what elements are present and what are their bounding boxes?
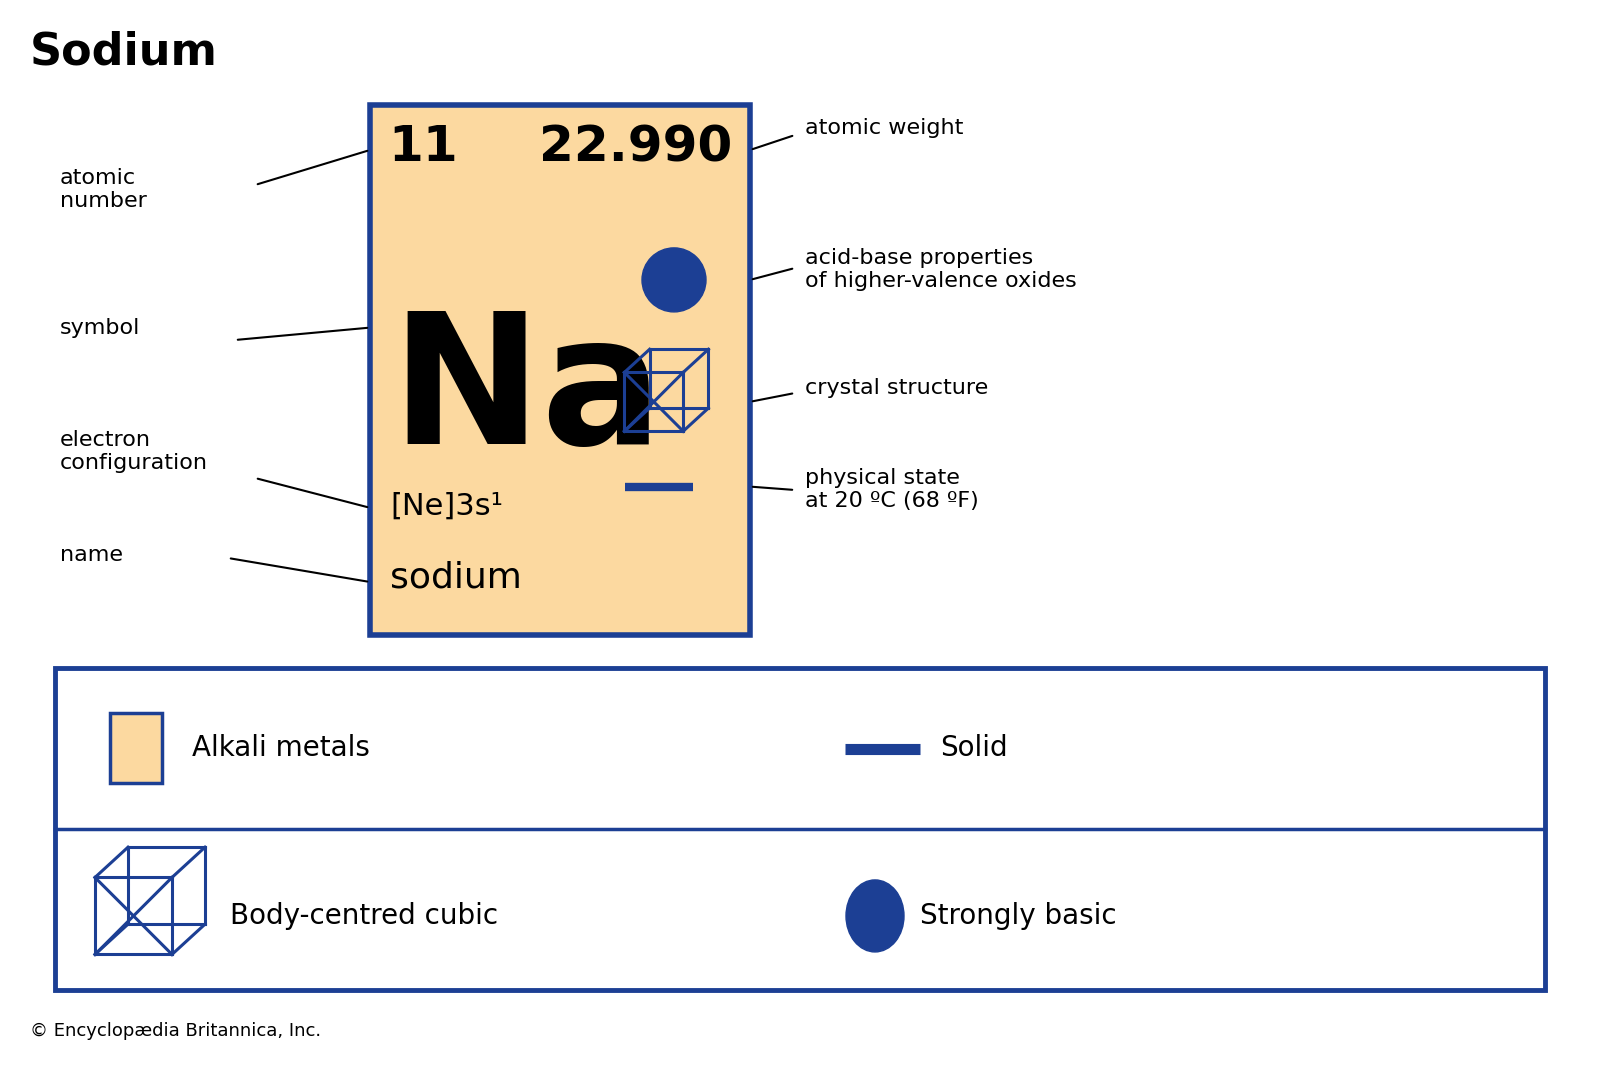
Text: © Encyclopædia Britannica, Inc.: © Encyclopædia Britannica, Inc. <box>30 1022 322 1040</box>
Text: name: name <box>61 545 123 565</box>
FancyBboxPatch shape <box>54 668 1546 990</box>
Text: 22.990: 22.990 <box>539 123 733 171</box>
Text: atomic weight: atomic weight <box>805 117 963 138</box>
Text: Alkali metals: Alkali metals <box>192 734 370 761</box>
Text: 11: 11 <box>387 123 458 171</box>
Text: Strongly basic: Strongly basic <box>920 902 1117 930</box>
Text: electron
configuration: electron configuration <box>61 430 208 473</box>
Text: Na: Na <box>390 307 662 483</box>
Text: Sodium: Sodium <box>30 31 218 74</box>
Text: atomic
number: atomic number <box>61 168 147 211</box>
Text: symbol: symbol <box>61 318 141 337</box>
Ellipse shape <box>846 880 904 952</box>
Text: acid-base properties
of higher-valence oxides: acid-base properties of higher-valence o… <box>805 248 1077 292</box>
FancyBboxPatch shape <box>370 105 750 635</box>
Text: crystal structure: crystal structure <box>805 378 989 398</box>
Text: physical state
at 20 ºC (68 ºF): physical state at 20 ºC (68 ºF) <box>805 468 979 512</box>
Text: sodium: sodium <box>390 561 522 595</box>
FancyBboxPatch shape <box>110 713 162 783</box>
Ellipse shape <box>642 248 706 312</box>
Text: [Ne]3s¹: [Ne]3s¹ <box>390 492 502 521</box>
Text: Solid: Solid <box>941 735 1008 763</box>
Text: Body-centred cubic: Body-centred cubic <box>230 902 498 930</box>
